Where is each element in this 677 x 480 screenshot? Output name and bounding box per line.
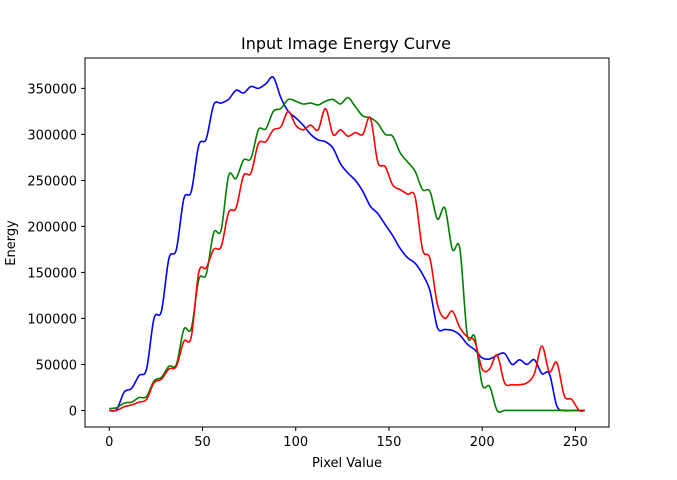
y-tick-label: 0 <box>69 404 77 419</box>
x-tick-label: 0 <box>105 435 113 450</box>
y-tick-label: 50000 <box>36 358 77 373</box>
x-tick-label: 150 <box>377 435 402 450</box>
y-axis: 0 50000 100000 150000 200000 250000 300000 3500… <box>27 82 85 419</box>
y-tick-label: 300000 <box>27 128 77 143</box>
x-tick-label: 250 <box>563 435 588 450</box>
series-line-red <box>109 107 585 413</box>
y-tick-label: 150000 <box>27 266 77 281</box>
x-axis-title: Pixel Value <box>312 456 382 471</box>
series-line-green <box>109 96 585 413</box>
series-line-blue <box>109 76 585 412</box>
y-tick-label: 200000 <box>27 220 77 235</box>
x-tick-label: 50 <box>194 435 211 450</box>
chart-title: Input Image Energy Curve <box>241 34 451 53</box>
plot-area-frame <box>84 57 610 428</box>
x-tick-label: 200 <box>470 435 495 450</box>
y-tick-label: 350000 <box>27 82 77 97</box>
x-tick-label: 100 <box>283 435 308 450</box>
y-axis-title: Energy <box>4 220 19 266</box>
plot-lines <box>109 76 585 413</box>
x-axis: 0 50 100 150 200 250 <box>105 427 588 450</box>
y-tick-label: 250000 <box>27 174 77 189</box>
y-tick-label: 100000 <box>27 312 77 327</box>
